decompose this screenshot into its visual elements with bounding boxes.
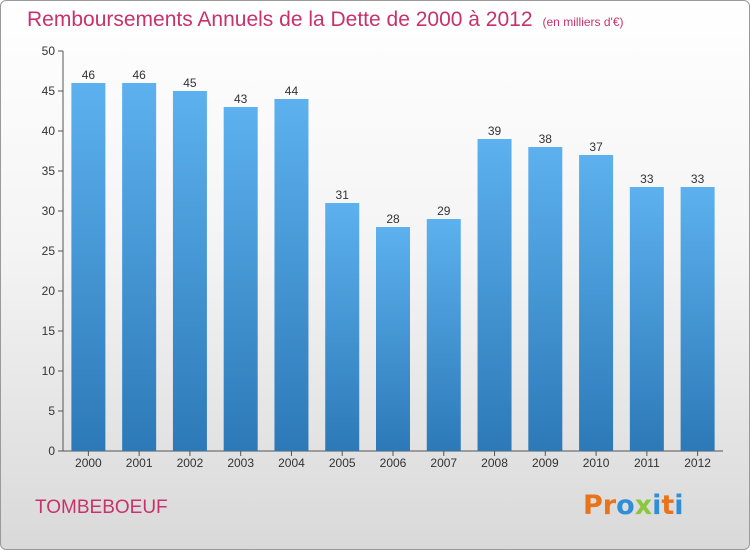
bar <box>172 91 207 451</box>
x-tick-label: 2007 <box>430 456 457 470</box>
logo-letter: i <box>652 490 662 521</box>
bar <box>376 227 410 451</box>
commune-name: TOMBEBOEUF <box>35 497 168 518</box>
data-label: 45 <box>183 76 197 90</box>
y-tick-label: 5 <box>48 404 55 418</box>
y-tick-label: 10 <box>42 364 56 378</box>
data-label: 39 <box>488 124 502 138</box>
x-tick-label: 2006 <box>380 456 407 470</box>
proxiti-logo: Proxiti <box>583 490 684 521</box>
y-tick-label: 30 <box>42 204 56 218</box>
bar <box>629 187 664 451</box>
x-tick-label: 2010 <box>583 456 610 470</box>
x-tick-label: 2002 <box>177 456 204 470</box>
data-label: 31 <box>336 188 350 202</box>
bar <box>274 99 309 451</box>
bar <box>426 219 461 451</box>
data-label: 44 <box>285 84 299 98</box>
logo-letter: t <box>661 490 675 521</box>
chart-unit: (en milliers d'€) <box>542 15 624 29</box>
y-tick-label: 25 <box>42 244 56 258</box>
data-label: 33 <box>640 172 654 186</box>
x-tick-label: 2009 <box>532 456 559 470</box>
y-tick-label: 20 <box>42 284 56 298</box>
bar <box>325 203 360 451</box>
y-tick-label: 40 <box>42 124 56 138</box>
x-tick-label: 2003 <box>227 456 254 470</box>
bar <box>71 83 106 451</box>
chart-title-text: Remboursements Annuels de la Dette de 20… <box>27 8 533 31</box>
data-label: 38 <box>539 132 553 146</box>
data-label: 37 <box>589 140 603 154</box>
bar <box>122 83 157 451</box>
data-label: 46 <box>82 68 96 82</box>
data-label: 29 <box>437 204 451 218</box>
y-tick-label: 50 <box>42 44 56 58</box>
x-tick-label: 2004 <box>278 456 305 470</box>
x-tick-label: 2001 <box>126 456 153 470</box>
x-tick-label: 2011 <box>634 456 660 470</box>
data-label: 28 <box>386 212 400 226</box>
logo-letter: P <box>583 490 603 521</box>
bar <box>579 155 614 451</box>
logo-letter: r <box>602 490 617 521</box>
logo-letter: x <box>634 490 653 521</box>
y-tick-label: 45 <box>42 84 56 98</box>
bar <box>477 139 512 451</box>
y-tick-label: 0 <box>48 444 55 458</box>
chart-title: Remboursements Annuels de la Dette de 20… <box>27 8 624 32</box>
data-label: 46 <box>132 68 146 82</box>
x-tick-label: 2012 <box>684 456 711 470</box>
x-tick-label: 2005 <box>329 456 356 470</box>
x-tick-label: 2008 <box>481 456 508 470</box>
data-label: 43 <box>234 92 248 106</box>
bar <box>528 147 563 451</box>
logo-letter: i <box>674 490 684 521</box>
logo-letter: o <box>616 490 635 521</box>
x-tick-label: 2000 <box>75 456 102 470</box>
bar <box>680 187 715 451</box>
y-tick-label: 15 <box>42 324 56 338</box>
data-label: 33 <box>691 172 705 186</box>
bar <box>223 107 258 451</box>
y-tick-label: 35 <box>42 164 56 178</box>
